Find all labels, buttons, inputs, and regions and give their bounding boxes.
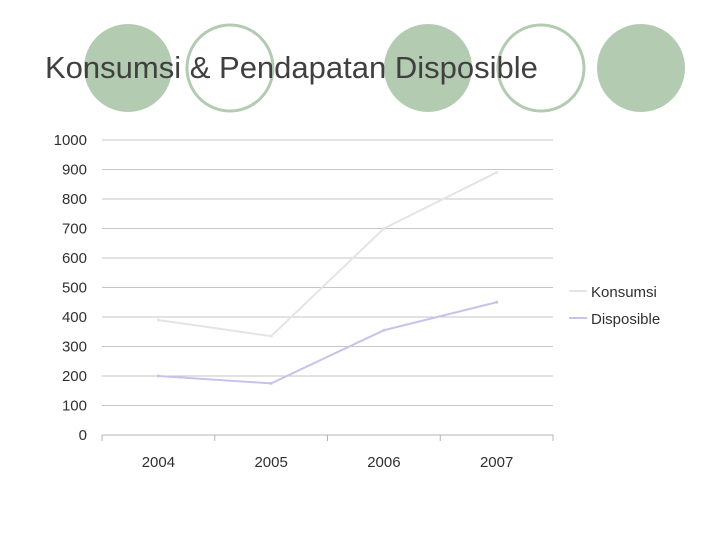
y-tick-label: 1000 bbox=[54, 132, 87, 149]
legend-label-disposible: Disposible bbox=[591, 311, 660, 328]
y-tick-label: 100 bbox=[62, 398, 87, 415]
x-tick-label: 2007 bbox=[480, 454, 513, 471]
x-tick-label: 2004 bbox=[142, 454, 175, 471]
data-point-disposible bbox=[382, 328, 386, 332]
decor-circle-filled bbox=[597, 24, 685, 112]
gridlines bbox=[102, 139, 553, 406]
y-tick-label: 300 bbox=[62, 339, 87, 356]
decor-circle-outline bbox=[185, 23, 275, 113]
y-tick-label: 600 bbox=[62, 250, 87, 267]
decor-circle-filled bbox=[384, 24, 472, 112]
decor-circle-outline bbox=[496, 23, 586, 113]
y-tick-label: 400 bbox=[62, 309, 87, 326]
legend-label-konsumsi: Konsumsi bbox=[591, 284, 657, 301]
data-point-konsumsi bbox=[156, 318, 160, 322]
data-point-disposible bbox=[495, 300, 499, 304]
data-point-disposible bbox=[156, 374, 160, 378]
data-point-konsumsi bbox=[382, 227, 386, 230]
data-point-konsumsi bbox=[495, 170, 499, 174]
x-tick-label: 2005 bbox=[254, 454, 287, 471]
x-tick-label: 2006 bbox=[367, 454, 400, 471]
y-tick-label: 700 bbox=[62, 221, 87, 238]
series-lines bbox=[156, 170, 499, 385]
y-tick-label: 900 bbox=[62, 162, 87, 179]
y-tick-label: 500 bbox=[62, 280, 87, 297]
data-point-konsumsi bbox=[269, 334, 273, 338]
axes: 0 100 200 300 400 500 600 700 800 900 1000 2004 2005… bbox=[54, 132, 554, 471]
series-line-disposible bbox=[158, 301, 497, 385]
y-tick-label: 0 bbox=[79, 427, 87, 444]
y-tick-label: 800 bbox=[62, 191, 87, 208]
data-point-disposible bbox=[269, 381, 273, 385]
legend: Konsumsi Disposible bbox=[569, 284, 660, 328]
decor-circle-filled bbox=[84, 24, 172, 112]
title-decoration bbox=[84, 23, 685, 113]
y-tick-label: 200 bbox=[62, 368, 87, 385]
series-line-konsumsi bbox=[158, 171, 498, 338]
slide-title: Konsumsi & Pendapatan Disposible bbox=[45, 50, 538, 85]
